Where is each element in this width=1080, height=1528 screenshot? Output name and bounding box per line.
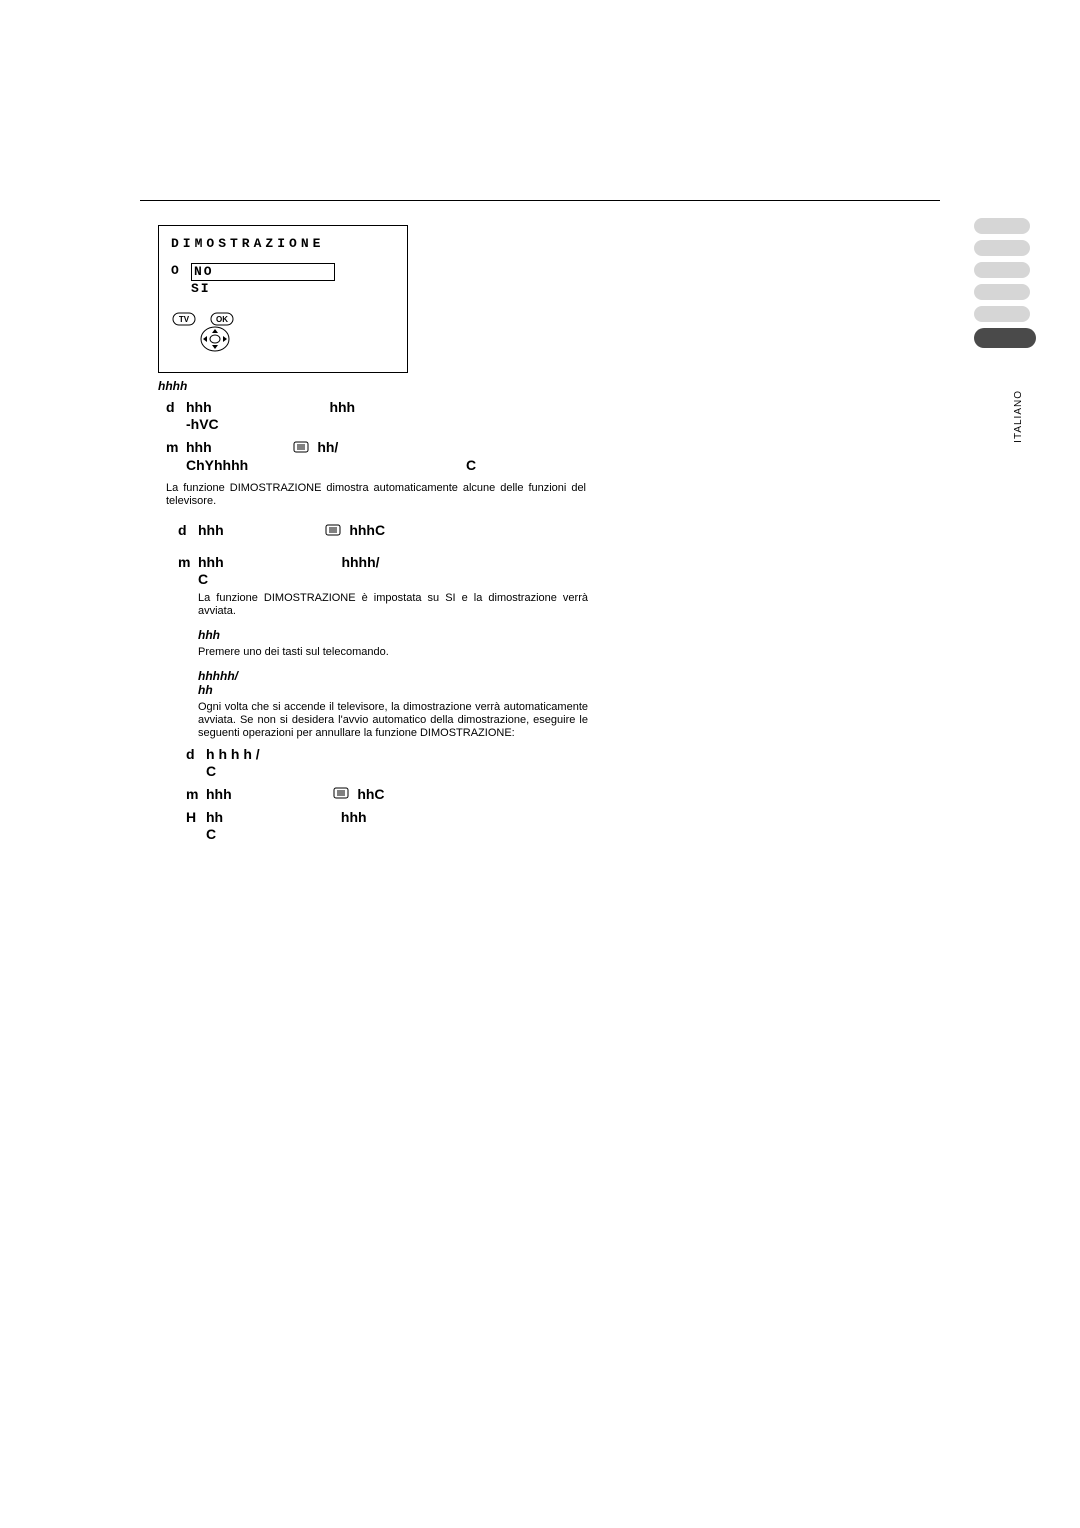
osd-option-list: NO SI — [191, 263, 335, 297]
subsub-fragment: hhC — [357, 786, 384, 802]
substep-fragment: hhhh/ — [341, 554, 379, 570]
substep-number: d — [178, 522, 198, 540]
side-tab — [974, 240, 1030, 256]
menu-icon — [325, 523, 341, 540]
subsub-number: m — [186, 786, 206, 804]
side-tab-active — [974, 328, 1036, 348]
remote-icons: TV OK — [171, 311, 395, 360]
osd-title: DIMOSTRAZIONE — [171, 236, 395, 251]
side-tab — [974, 284, 1030, 300]
side-tab — [974, 306, 1030, 322]
heading-fragment: hh — [198, 683, 213, 697]
subsub-fragment: C — [206, 763, 216, 779]
step-number: m — [166, 439, 186, 474]
subsub-number: H — [186, 809, 206, 843]
step-row: m hhh hh/ ChYhhhh C — [166, 439, 596, 474]
osd-cursor: O — [171, 263, 191, 279]
side-tab — [974, 218, 1030, 234]
step-fragment: hhh — [329, 399, 355, 415]
subsub-text: h h h h / C — [206, 746, 260, 780]
step-fragment: hh/ — [317, 439, 338, 455]
osd-option-selected: NO — [191, 263, 335, 281]
box-caption: hhhh — [158, 379, 940, 393]
sub-body: Premere uno dei tasti sul telecomando. — [198, 646, 588, 659]
side-tab-group — [974, 218, 1036, 354]
subsub-fragment: hh — [206, 809, 223, 825]
svg-text:TV: TV — [179, 315, 190, 324]
substep-text: hhh hhhh/ C — [198, 554, 380, 588]
sub-heading: hhh — [198, 628, 940, 642]
sub-heading: hhhhh/ hh — [198, 669, 940, 697]
step-text: hhh hh/ ChYhhhh C — [186, 439, 476, 474]
substep-fragment: hhh — [198, 554, 224, 570]
menu-icon — [333, 786, 349, 803]
step-fragment: C — [466, 457, 476, 473]
subsub-row: d h h h h / C — [186, 746, 588, 780]
substep-row: m hhh hhhh/ C — [178, 554, 588, 588]
sub-body: La funzione DIMOSTRAZIONE è impostata su… — [198, 592, 588, 618]
step-row: d hhh hhh -hVC — [166, 399, 596, 433]
subsub-fragment: hhh — [206, 786, 232, 802]
sub-body: Ogni volta che si accende il televisore,… — [198, 701, 588, 740]
subsub-row: H hh hhh C — [186, 809, 588, 843]
subsub-number: d — [186, 746, 206, 780]
step-fragment: -hVC — [186, 416, 219, 432]
osd-option: SI — [191, 281, 211, 296]
substep-text: hhh hhhC — [198, 522, 385, 540]
subsub-fragment: C — [206, 826, 216, 842]
subsub-fragment: h h h h / — [206, 746, 260, 762]
step-fragment: hhh — [186, 399, 212, 415]
substep-number: m — [178, 554, 198, 588]
svg-text:OK: OK — [216, 315, 228, 324]
menu-icon — [293, 440, 309, 457]
step-text: hhh hhh -hVC — [186, 399, 355, 433]
heading-fragment: hhhhh/ — [198, 669, 238, 683]
subsub-fragment: hhh — [341, 809, 367, 825]
side-tab — [974, 262, 1030, 278]
language-label: ITALIANO — [1013, 390, 1024, 443]
substep-fragment: C — [198, 571, 208, 587]
step-fragment: ChYhhhh — [186, 457, 248, 473]
step-fragment: hhh — [186, 439, 212, 455]
subsub-row: m hhh hhC — [186, 786, 588, 804]
substep-row: d hhh hhhC — [178, 522, 588, 540]
osd-options: O NO SI — [171, 263, 395, 297]
body-paragraph: La funzione DIMOSTRAZIONE dimostra autom… — [166, 482, 586, 508]
substep-fragment: hhh — [198, 522, 224, 538]
step-number: d — [166, 399, 186, 433]
page-content: DIMOSTRAZIONE O NO SI TV OK — [140, 200, 940, 843]
subsub-text: hhh hhC — [206, 786, 385, 804]
substep-fragment: hhhC — [349, 522, 385, 538]
top-rule — [140, 200, 940, 201]
subsub-text: hh hhh C — [206, 809, 367, 843]
osd-menu-box: DIMOSTRAZIONE O NO SI TV OK — [158, 225, 408, 373]
